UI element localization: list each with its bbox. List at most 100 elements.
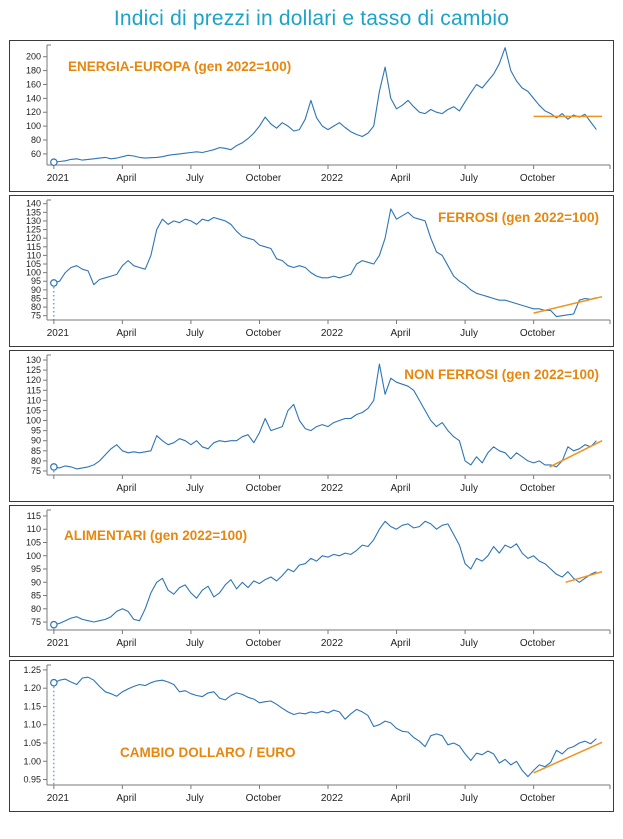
svg-text:125: 125 [26,225,41,235]
svg-text:July: July [186,793,204,804]
chart-panel-alimentari: ALIMENTARI (gen 2022=100) 75 80 85 90 95 100 1… [9,505,614,657]
svg-text:October: October [520,328,556,339]
svg-text:105: 105 [26,259,41,269]
svg-text:85: 85 [31,446,41,456]
svg-text:80: 80 [31,604,41,614]
svg-text:April: April [391,638,411,649]
svg-text:July: July [186,328,204,339]
svg-text:April: April [116,483,136,494]
chart-canvas: 0.95 1.00 1.05 1.10 1.15 1.20 1.25 2021 April Jul… [23,664,611,804]
svg-text:105: 105 [26,405,41,415]
svg-text:90: 90 [31,436,41,446]
svg-text:110: 110 [27,250,41,260]
chart-panel-non-ferrosi: NON FERROSI (gen 2022=100) 75 80 85 90 95 100… [9,350,614,502]
svg-text:2022: 2022 [321,328,344,339]
svg-text:2021: 2021 [47,328,70,339]
svg-text:100: 100 [26,268,41,278]
svg-text:April: April [391,483,411,494]
svg-text:105: 105 [26,537,41,547]
svg-text:July: July [460,328,478,339]
svg-text:2021: 2021 [47,173,70,184]
svg-text:July: July [460,793,478,804]
svg-text:1.25: 1.25 [23,665,41,675]
svg-text:120: 120 [26,107,41,117]
svg-text:2022: 2022 [321,483,344,494]
svg-text:95: 95 [31,564,41,574]
svg-text:July: July [460,483,478,494]
svg-text:October: October [246,328,282,339]
svg-text:April: April [116,173,136,184]
svg-text:1.10: 1.10 [23,720,41,730]
svg-text:125: 125 [26,365,41,375]
svg-text:0.95: 0.95 [23,775,41,785]
page-title: Indici di prezzi in dollari e tasso di c… [113,7,510,30]
series-label: CAMBIO DOLLARO / EURO [120,745,296,760]
chart-panel-ferrosi: FERROSI (gen 2022=100) 75 80 85 90 95 100 105 1… [9,195,614,347]
svg-text:80: 80 [31,135,41,145]
svg-text:100: 100 [26,121,41,131]
svg-text:October: October [246,793,282,804]
series-label: NON FERROSI (gen 2022=100) [404,367,599,382]
svg-text:1.20: 1.20 [23,683,41,693]
svg-text:2022: 2022 [321,173,344,184]
svg-text:1.00: 1.00 [23,756,41,766]
svg-text:75: 75 [31,466,41,476]
svg-text:October: October [520,638,556,649]
svg-text:October: October [520,173,556,184]
svg-text:120: 120 [26,233,41,243]
svg-text:180: 180 [26,66,41,76]
svg-text:115: 115 [27,242,41,252]
svg-text:115: 115 [27,385,41,395]
series-label: ENERGIA-EUROPA (gen 2022=100) [68,59,292,74]
svg-text:October: October [246,638,282,649]
svg-text:April: April [116,793,136,804]
series-label: ALIMENTARI (gen 2022=100) [64,528,248,543]
svg-text:110: 110 [27,524,41,534]
svg-text:75: 75 [31,311,41,321]
svg-text:85: 85 [31,293,41,303]
svg-text:October: October [520,483,556,494]
svg-text:100: 100 [26,551,41,561]
svg-text:90: 90 [31,577,41,587]
svg-text:80: 80 [31,302,41,312]
chart-panel-cambio-dollaro-euro: CAMBIO DOLLARO / EURO 0.95 1.00 1.05 1.10 1.… [9,660,614,812]
svg-text:July: July [186,638,204,649]
svg-text:April: April [116,328,136,339]
chart-canvas: 75 80 85 90 95 100 105 110 115 2021 April July Octob… [26,509,611,649]
svg-text:April: April [116,638,136,649]
svg-text:200: 200 [26,52,41,62]
svg-text:July: July [460,173,478,184]
svg-text:2022: 2022 [321,638,344,649]
svg-text:July: July [186,483,204,494]
svg-text:October: October [246,483,282,494]
svg-text:July: July [186,173,204,184]
svg-text:2022: 2022 [321,793,344,804]
svg-text:135: 135 [26,207,41,217]
chart-panel-energia-europa: ENERGIA-EUROPA (gen 2022=100) 60 80 100 120… [9,40,614,192]
svg-text:60: 60 [31,149,41,159]
svg-text:140: 140 [26,93,41,103]
svg-text:90: 90 [31,285,41,295]
svg-text:1.15: 1.15 [23,701,41,711]
svg-text:85: 85 [31,591,41,601]
svg-text:130: 130 [26,355,41,365]
svg-text:1.05: 1.05 [23,738,41,748]
svg-text:110: 110 [27,395,41,405]
svg-text:July: July [460,638,478,649]
svg-text:October: October [520,793,556,804]
svg-text:95: 95 [31,276,41,286]
svg-text:October: October [246,173,282,184]
svg-text:95: 95 [31,426,41,436]
svg-text:160: 160 [26,79,41,89]
svg-text:140: 140 [26,199,41,209]
svg-text:120: 120 [26,375,41,385]
svg-text:80: 80 [31,456,41,466]
svg-text:100: 100 [26,416,41,426]
svg-text:2021: 2021 [47,638,70,649]
svg-text:2021: 2021 [47,793,70,804]
svg-text:75: 75 [31,617,41,627]
chart-canvas: 60 80 100 120 140 160 180 200 2021 April July Octob… [26,44,611,184]
